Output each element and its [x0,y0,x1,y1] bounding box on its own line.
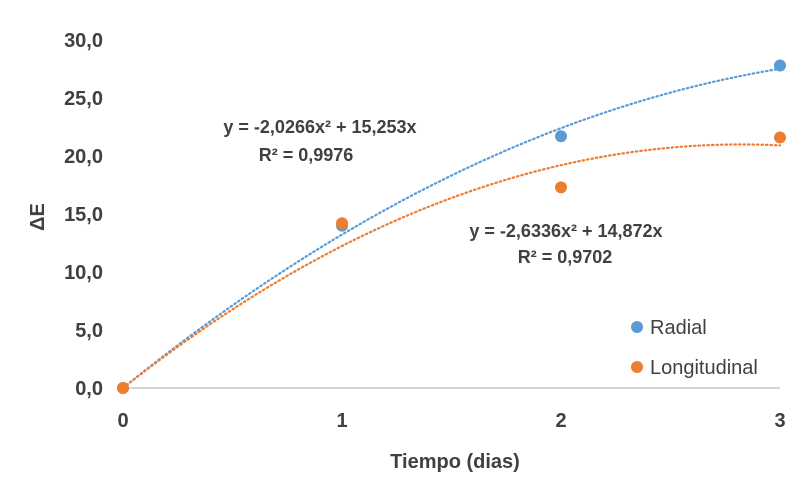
r2-radial: R² = 0,9976 [259,145,354,165]
data-point-longitudinal [555,181,567,194]
legend-marker-longitudinal [631,361,643,373]
equation-longitudinal: y = -2,6336x² + 14,872x [469,221,662,241]
x-tick-label: 3 [774,410,785,432]
y-tick-label: 25,0 [64,88,103,110]
data-point-longitudinal [774,131,786,144]
y-tick-labels: 0,0 5,0 10,0 15,0 20,0 25,0 30,0 [64,30,103,400]
y-tick-label: 15,0 [64,204,103,226]
y-tick-label: 5,0 [75,320,103,342]
y-axis-title: ΔE [27,203,49,231]
legend-item-longitudinal: Longitudinal [631,357,758,379]
trendline-radial [121,67,782,390]
x-tick-label: 1 [336,410,347,432]
y-tick-label: 20,0 [64,146,103,168]
y-tick-label: 0,0 [75,378,103,400]
data-points [117,59,786,394]
data-point-longitudinal [336,217,348,230]
legend-marker-radial [631,321,643,333]
y-tick-label: 10,0 [64,262,103,284]
x-axis-title: Tiempo (dias) [390,451,520,473]
data-point-radial [555,130,567,143]
data-point-longitudinal [117,382,129,394]
legend-item-radial: Radial [631,317,707,339]
trendlines [121,67,782,390]
y-tick-label: 30,0 [64,30,103,52]
trendline-annotation-radial: y = -2,0266x² + 15,253x R² = 0,9976 [223,117,416,165]
legend-label-radial: Radial [650,317,707,339]
equation-radial: y = -2,0266x² + 15,253x [223,117,416,137]
x-tick-label: 2 [555,410,566,432]
r2-longitudinal: R² = 0,9702 [518,247,613,267]
x-tick-labels: 0 1 2 3 [117,410,785,432]
x-tick-label: 0 [117,410,128,432]
trendline-annotation-longitudinal: y = -2,6336x² + 14,872x R² = 0,9702 [469,221,662,267]
legend-label-longitudinal: Longitudinal [650,357,758,379]
data-point-radial [774,59,786,72]
trendline-longitudinal [121,143,782,390]
legend: Radial Longitudinal [631,317,758,379]
